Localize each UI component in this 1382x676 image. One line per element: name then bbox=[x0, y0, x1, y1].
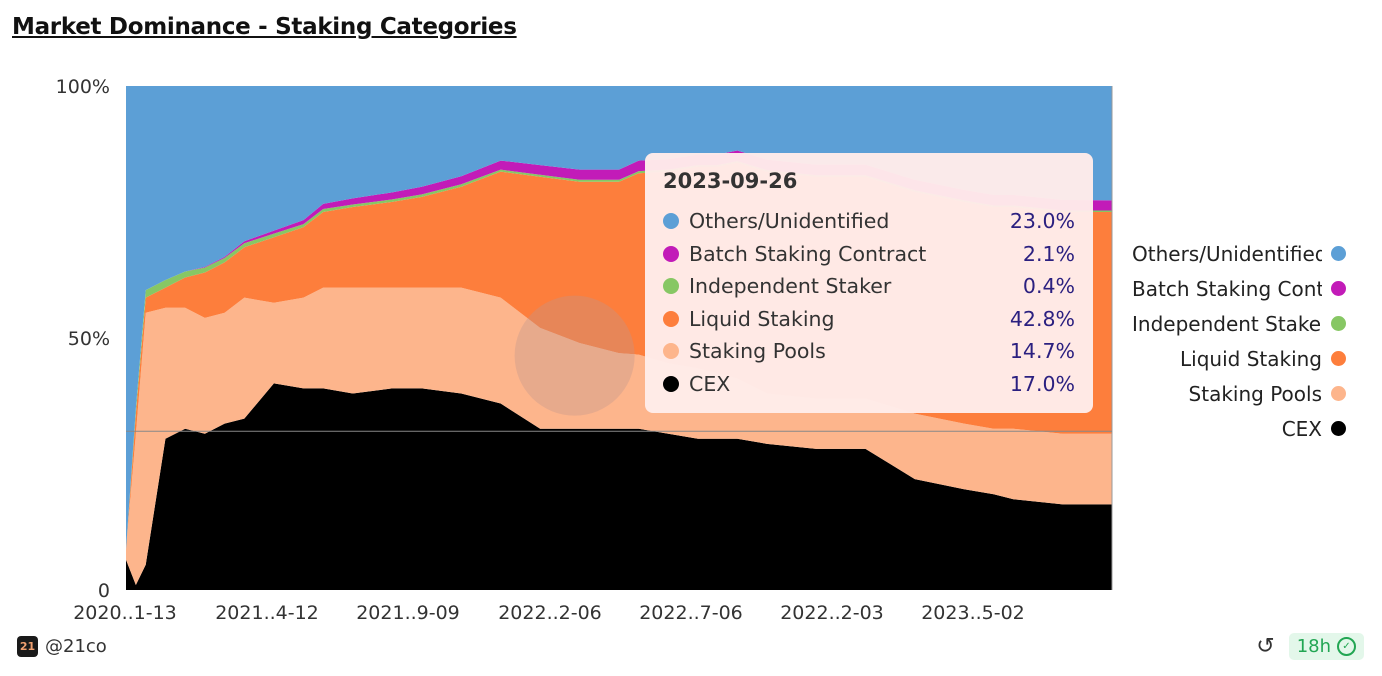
x-tick-label: 2023..5-02 bbox=[921, 602, 1025, 624]
x-tick-label: 2020..1-13 bbox=[73, 602, 177, 624]
tooltip-series-name: CEX bbox=[689, 371, 731, 396]
freshness-text: 18h bbox=[1296, 636, 1331, 657]
chart-tooltip: 2023-09-26 Others/Unidentified 23.0% Batch… bbox=[645, 153, 1093, 413]
footer-actions: ↺ 18h ✓ bbox=[1256, 633, 1364, 660]
logo-icon: 21 bbox=[17, 636, 38, 657]
tooltip-row: Batch Staking Contract 2.1% bbox=[663, 238, 1075, 271]
tooltip-series-name: Liquid Staking bbox=[689, 306, 835, 331]
tooltip-series-name: Batch Staking Contract bbox=[689, 241, 927, 266]
tooltip-series-value: 14.7% bbox=[1009, 339, 1075, 364]
tooltip-row: Staking Pools 14.7% bbox=[663, 335, 1075, 368]
tooltip-row: Liquid Staking 42.8% bbox=[663, 303, 1075, 336]
legend-dot-icon bbox=[1331, 246, 1346, 261]
tooltip-row: Others/Unidentified 23.0% bbox=[663, 205, 1075, 238]
tooltip-series-name: Independent Staker bbox=[689, 274, 892, 299]
legend-label: Staking Pools bbox=[1188, 381, 1322, 406]
legend-item[interactable]: Others/Unidentified bbox=[1116, 236, 1346, 271]
page-title: Market Dominance - Staking Categories bbox=[12, 14, 517, 40]
legend-dot-icon bbox=[1331, 316, 1346, 331]
legend-dot-icon bbox=[1331, 421, 1346, 436]
area-others-unidentified[interactable] bbox=[126, 86, 1112, 550]
legend-item[interactable]: Independent Staker bbox=[1116, 306, 1346, 341]
tooltip-date: 2023-09-26 bbox=[663, 169, 798, 193]
tooltip-series-value: 23.0% bbox=[1009, 209, 1075, 234]
area-staking-pools[interactable] bbox=[126, 287, 1112, 585]
tooltip-series-value: 42.8% bbox=[1009, 306, 1075, 331]
author-info[interactable]: 21 @21co bbox=[17, 636, 107, 657]
x-tick-label: 2021..9-09 bbox=[356, 602, 460, 624]
check-icon: ✓ bbox=[1337, 637, 1356, 656]
tooltip-series-value: 0.4% bbox=[1022, 274, 1075, 299]
legend-label: Independent Staker bbox=[1132, 311, 1322, 336]
author-handle[interactable]: @21co bbox=[45, 636, 107, 657]
x-tick-label: 2022..2-03 bbox=[780, 602, 884, 624]
tooltip-series-value: 17.0% bbox=[1009, 371, 1075, 396]
legend-dot-icon bbox=[1331, 386, 1346, 401]
chart-legend: Others/Unidentified Batch Staking Contrac… bbox=[1116, 236, 1346, 446]
tooltip-series-name: Staking Pools bbox=[689, 339, 826, 364]
tooltip-row: Independent Staker 0.4% bbox=[663, 270, 1075, 303]
x-tick-label: 2022..7-06 bbox=[639, 602, 743, 624]
legend-label: Liquid Staking bbox=[1180, 346, 1322, 371]
series-dot-icon bbox=[663, 278, 679, 295]
series-dot-icon bbox=[663, 310, 679, 327]
series-dot-icon bbox=[663, 245, 679, 262]
series-dot-icon bbox=[663, 213, 679, 230]
legend-item[interactable]: CEX bbox=[1116, 411, 1346, 446]
freshness-badge: 18h ✓ bbox=[1288, 633, 1364, 660]
series-dot-icon bbox=[663, 343, 679, 360]
legend-label: Others/Unidentified bbox=[1132, 241, 1322, 266]
legend-label: CEX bbox=[1281, 416, 1322, 441]
y-tick-label: 0 bbox=[98, 580, 110, 602]
legend-item[interactable]: Liquid Staking bbox=[1116, 341, 1346, 376]
legend-dot-icon bbox=[1331, 281, 1346, 296]
hover-marker bbox=[514, 295, 635, 416]
series-dot-icon bbox=[663, 375, 679, 392]
legend-item[interactable]: Batch Staking Contract bbox=[1116, 271, 1346, 306]
y-tick-label: 100% bbox=[56, 76, 110, 98]
tooltip-series-name: Others/Unidentified bbox=[689, 209, 890, 234]
legend-label: Batch Staking Contract bbox=[1132, 276, 1322, 301]
tooltip-series-value: 2.1% bbox=[1022, 241, 1075, 266]
area-cex[interactable] bbox=[126, 383, 1112, 590]
legend-dot-icon bbox=[1331, 351, 1346, 366]
tooltip-row: CEX 17.0% bbox=[663, 368, 1075, 401]
x-tick-label: 2022..2-06 bbox=[498, 602, 602, 624]
refresh-icon[interactable]: ↺ bbox=[1256, 633, 1275, 659]
x-tick-label: 2021..4-12 bbox=[215, 602, 319, 624]
legend-item[interactable]: Staking Pools bbox=[1116, 376, 1346, 411]
y-tick-label: 50% bbox=[68, 328, 110, 350]
